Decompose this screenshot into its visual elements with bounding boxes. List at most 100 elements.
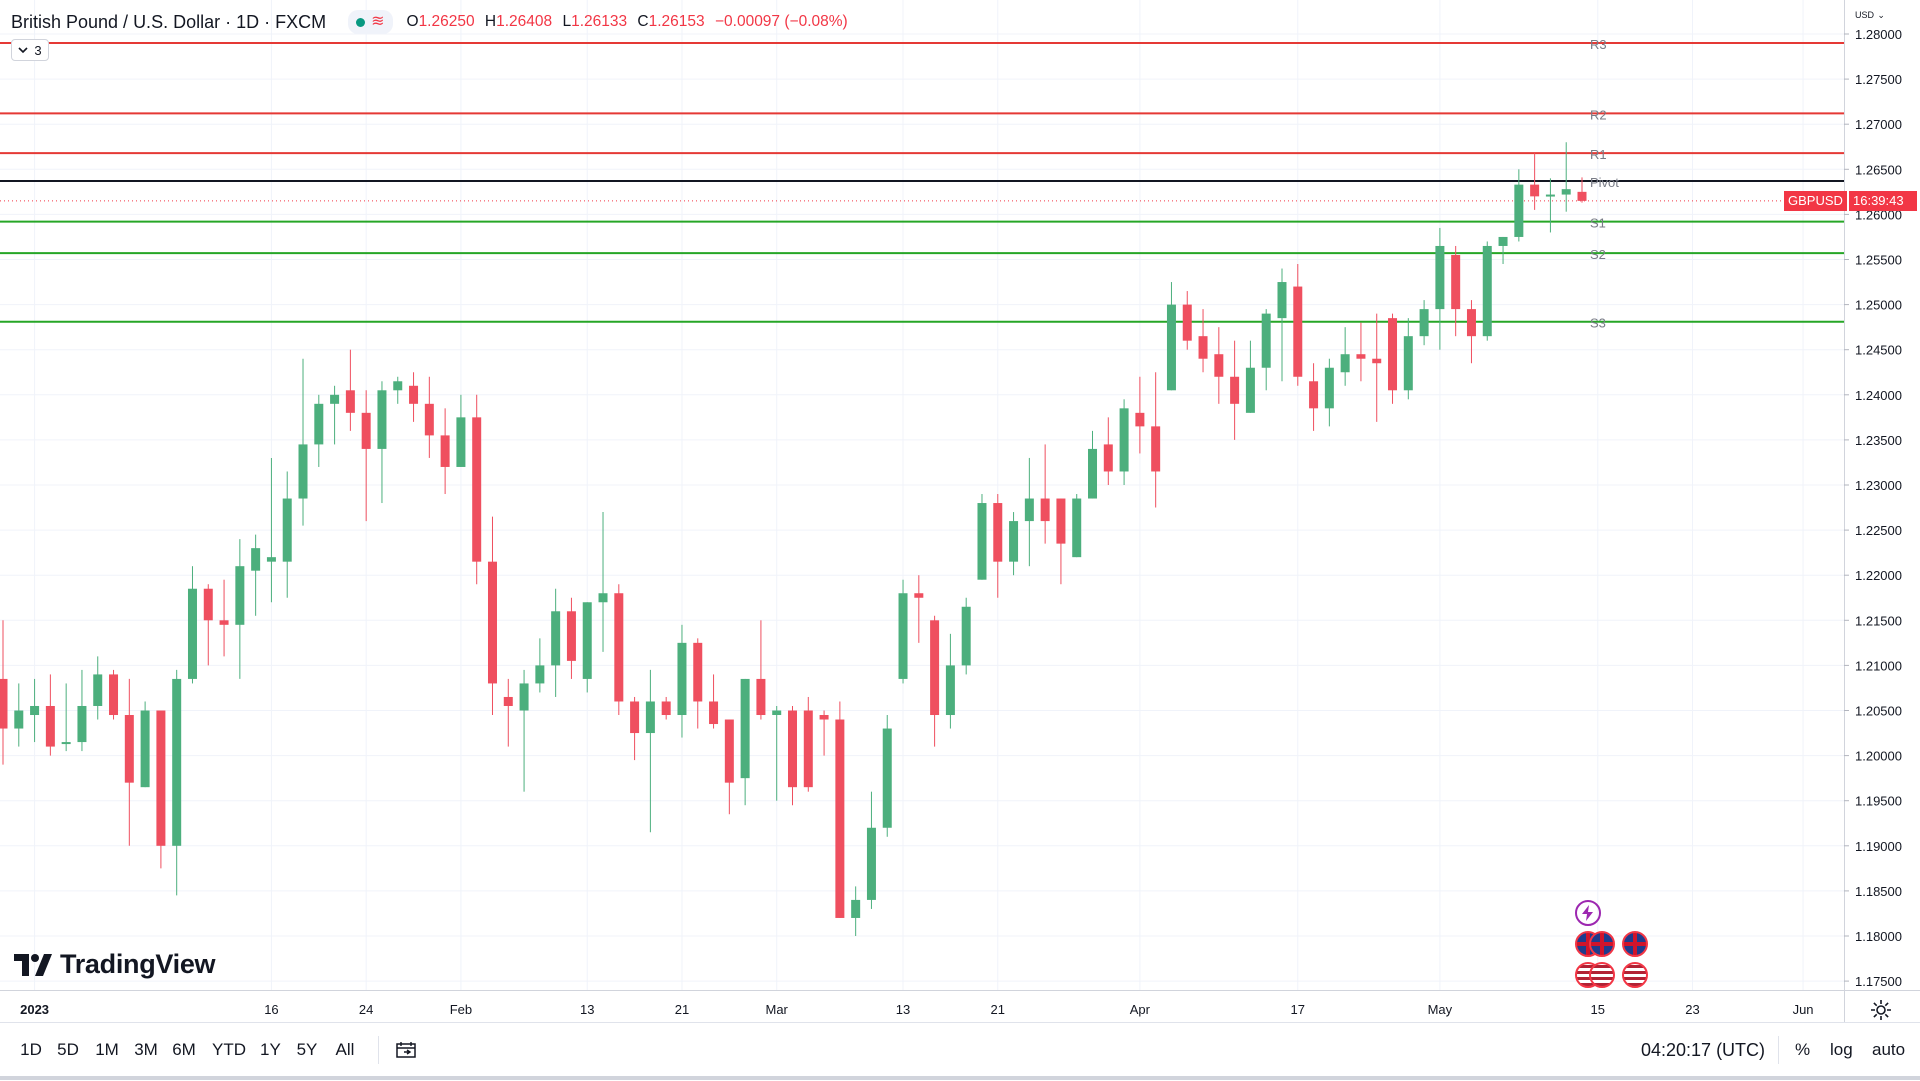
currency-selector[interactable]: USD ⌄ (1855, 7, 1885, 21)
candle (930, 615, 940, 747)
candle-body (345, 390, 355, 413)
candle (1056, 498, 1066, 585)
candle (1482, 241, 1492, 341)
candle-body (551, 611, 561, 666)
range-all-button[interactable]: All (335, 1040, 355, 1059)
candle-body (1277, 282, 1287, 319)
candle-body (14, 710, 24, 729)
price-tick-label: 1.22500 (1855, 523, 1902, 538)
candle-body (1151, 426, 1161, 472)
uk-flag-icon[interactable] (1589, 931, 1615, 957)
candle-body (1024, 498, 1034, 522)
candle (377, 381, 387, 504)
flash-icon[interactable] (1575, 900, 1601, 926)
time-tick-label: 23 (1685, 1002, 1699, 1017)
candle-body (266, 557, 276, 562)
gear-icon[interactable] (1870, 999, 1892, 1021)
candle-body (156, 710, 166, 846)
candle-body (724, 719, 734, 783)
candle-body (77, 705, 87, 743)
toolbar-separator (378, 1036, 379, 1064)
candle (0, 620, 8, 765)
level-label-r2: R2 (1590, 107, 1607, 122)
candle (961, 597, 971, 675)
candle-body (124, 715, 134, 783)
low-label: L (562, 13, 572, 30)
price-tick-label: 1.19000 (1855, 839, 1902, 854)
clock-timezone[interactable]: 04:20:17 (UTC) (1641, 1040, 1766, 1060)
candle (30, 678, 40, 743)
range-5d-button[interactable]: 5D (57, 1040, 79, 1059)
candles (0, 142, 1587, 936)
candle-body (1088, 448, 1098, 499)
symbol-title[interactable]: British Pound / U.S. Dollar · 1D · FXCM (11, 11, 327, 32)
candle-body (1514, 184, 1524, 237)
candle (630, 696, 640, 761)
change-value: −0.00097 (−0.08%) (714, 13, 848, 30)
time-tick-label: 21 (991, 1002, 1005, 1017)
candle-body (1009, 521, 1019, 562)
candle-body (1040, 498, 1050, 522)
candle (866, 791, 876, 909)
studies-toggle-button[interactable]: 3 (11, 39, 49, 61)
us-flag-icon[interactable] (1622, 962, 1648, 988)
candle-body (1545, 194, 1555, 197)
candle (472, 394, 482, 585)
uk-flag-icon[interactable] (1622, 931, 1648, 957)
candle-body (740, 678, 750, 779)
candle-body (614, 593, 624, 702)
candle-body (487, 561, 497, 684)
price-axis[interactable]: 1.28000 1.27500 1.27000 1.26500 1.26000 1.255… (1844, 27, 1902, 989)
range-5y-button[interactable]: 5Y (296, 1040, 318, 1059)
candle-body (472, 417, 482, 562)
candle-body (898, 593, 908, 679)
tradingview-logo[interactable]: TradingView (14, 949, 216, 980)
candle-body (1198, 336, 1208, 359)
price-tick-label: 1.27500 (1855, 72, 1902, 87)
candle (14, 683, 24, 747)
candle (140, 701, 150, 788)
time-axis[interactable]: 2023 16 24 Feb 13 21 Mar 13 21 Apr 17 May 15 23 Jun (20, 1002, 1813, 1017)
candle (124, 678, 134, 846)
auto-scale-button[interactable]: auto (1872, 1040, 1906, 1059)
candle (393, 376, 403, 404)
range-6m-button[interactable]: 6M (172, 1040, 196, 1059)
range-3m-button[interactable]: 3M (134, 1040, 158, 1059)
range-1m-button[interactable]: 1M (95, 1040, 119, 1059)
candle (1261, 309, 1271, 391)
log-scale-button[interactable]: log (1830, 1040, 1853, 1059)
tradingview-logo-icon (14, 953, 52, 976)
candle-body (1182, 304, 1192, 341)
price-tick-label: 1.26500 (1855, 162, 1902, 177)
time-tick-label: Jun (1793, 1002, 1814, 1017)
candle (614, 584, 624, 716)
range-1y-button[interactable]: 1Y (260, 1040, 281, 1059)
us-flag-icon[interactable] (1589, 962, 1615, 988)
candle (551, 588, 561, 697)
calendar-range-icon[interactable] (396, 1041, 416, 1059)
range-1d-button[interactable]: 1D (20, 1040, 42, 1059)
open-value: 1.26250 (418, 13, 475, 30)
candle (851, 886, 861, 936)
candle-body (235, 566, 245, 625)
candle-body (1214, 354, 1224, 377)
candle (45, 674, 55, 756)
candle-body (1530, 184, 1540, 197)
candle (835, 701, 845, 918)
candle-body (566, 611, 576, 661)
time-tick-label: Mar (766, 1002, 789, 1017)
price-tick-label: 1.18000 (1855, 929, 1902, 944)
candle-body (93, 674, 103, 706)
candle (503, 678, 513, 747)
price-tick-label: 1.21000 (1855, 658, 1902, 673)
candle (898, 579, 908, 684)
market-status[interactable]: ≋ (348, 10, 393, 34)
candle-body (866, 827, 876, 900)
candle-body (187, 588, 197, 679)
range-ytd-button[interactable]: YTD (212, 1040, 246, 1059)
percent-scale-button[interactable]: % (1795, 1040, 1811, 1059)
time-tick-label: 2023 (20, 1002, 49, 1017)
candle-body (1419, 309, 1429, 337)
candle (598, 512, 608, 652)
